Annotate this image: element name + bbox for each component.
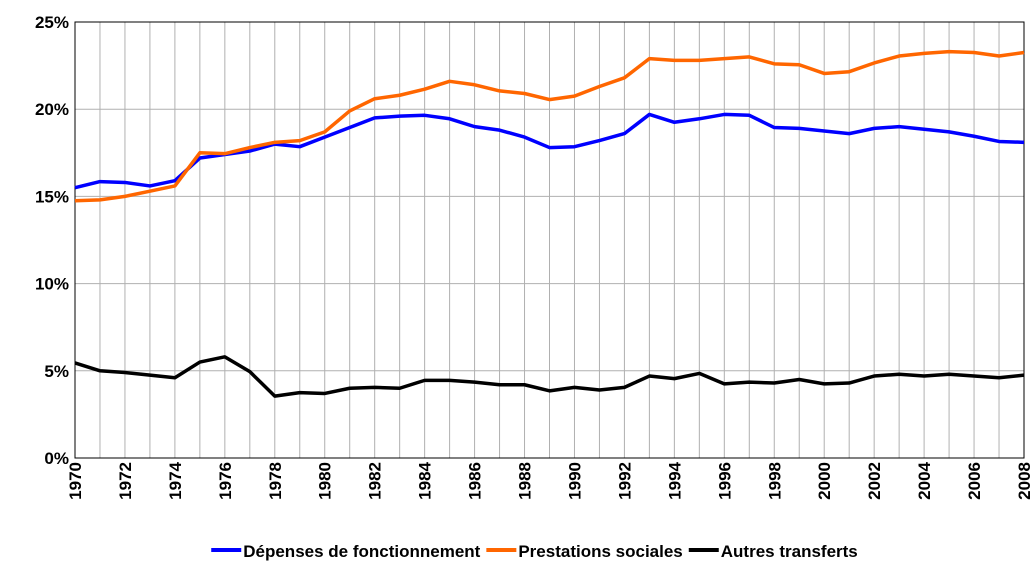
x-tick-label: 1998 [765,462,784,500]
x-tick-label: 2006 [965,462,984,500]
x-tick-label: 1994 [665,461,684,499]
legend-label: Prestations sociales [518,542,682,561]
x-tick-label: 1974 [166,461,185,499]
x-tick-label: 1992 [615,462,634,500]
x-tick-label: 2000 [815,462,834,500]
x-tick-label: 2008 [1015,462,1031,500]
x-tick-label: 2004 [915,461,934,499]
x-tick-label: 1980 [316,462,335,500]
y-tick-label: 25% [35,13,69,32]
x-tick-label: 2002 [865,462,884,500]
series-line [74,49,1025,203]
y-tick-label: 20% [35,100,69,119]
series-line [74,355,1025,398]
legend-label: Dépenses de fonctionnement [243,542,480,561]
x-tick-label: 1988 [516,462,535,500]
legend-label: Autres transferts [721,542,858,561]
x-tick-label: 1978 [266,462,285,500]
x-tick-label: 1984 [416,461,435,499]
y-tick-label: 10% [35,275,69,294]
x-tick-label: 1996 [715,462,734,500]
x-tick-label: 1986 [466,462,485,500]
x-tick-label: 1970 [66,462,85,500]
x-tick-label: 1976 [216,462,235,500]
y-tick-label: 15% [35,187,69,206]
x-tick-label: 1982 [366,462,385,500]
y-tick-label: 5% [44,362,69,381]
x-tick-label: 1990 [565,462,584,500]
y-tick-label: 0% [44,449,69,468]
x-tick-label: 1972 [116,462,135,500]
plot-frame [74,21,1025,459]
